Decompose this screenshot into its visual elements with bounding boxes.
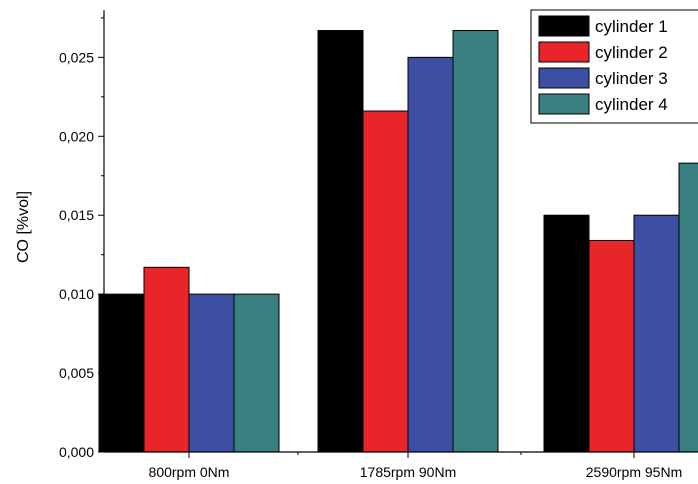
y-tick-label: 0,025 (59, 49, 94, 65)
bar-cylinder-4-1 (452, 30, 499, 453)
bars-group (98, 30, 698, 453)
axes-group (103, 10, 698, 453)
x-tick-label: 800rpm 0Nm (149, 464, 230, 480)
legend-swatch-cylinder-3 (538, 67, 590, 89)
bar-cylinder-3-2 (633, 214, 680, 453)
legend-label-cylinder-4: cylinder 4 (595, 95, 668, 114)
bar-cylinder-2-1 (362, 110, 409, 453)
bar-cylinder-3-0 (188, 293, 235, 453)
bar-cylinder-1-1 (317, 30, 364, 453)
y-tick-label: 0,015 (59, 207, 94, 223)
y-tick-label: 0,020 (59, 128, 94, 144)
bar-cylinder-1-0 (98, 293, 145, 453)
ticks-group: 0,000 0,005 0,010 0,015 0,020 0,025 800rpm 0Nm… (59, 17, 683, 480)
bar-cylinder-2-2 (588, 239, 635, 453)
y-axis-title: CO [%vol] (15, 191, 32, 263)
legend-swatch-cylinder-1 (538, 15, 590, 37)
legend-label-cylinder-2: cylinder 2 (595, 43, 668, 62)
bar-cylinder-2-0 (143, 266, 190, 453)
legend: cylinder 1 cylinder 2 cylinder 3 cylinder 4 (530, 9, 698, 124)
legend-swatch-cylinder-2 (538, 41, 590, 63)
legend-label-cylinder-3: cylinder 3 (595, 69, 668, 88)
bar-cylinder-4-0 (233, 293, 280, 453)
bar-cylinder-4-2 (678, 162, 698, 453)
y-tick-label: 0,010 (59, 286, 94, 302)
legend-label-cylinder-1: cylinder 1 (595, 17, 668, 36)
y-tick-label: 0,000 (59, 444, 94, 460)
x-tick-label: 2590rpm 95Nm (586, 464, 683, 480)
bar-cylinder-3-1 (407, 56, 454, 453)
legend-swatch-cylinder-4 (538, 93, 590, 115)
x-tick-label: 1785rpm 90Nm (360, 464, 457, 480)
bar-cylinder-1-2 (543, 214, 590, 453)
y-tick-label: 0,005 (59, 365, 94, 381)
